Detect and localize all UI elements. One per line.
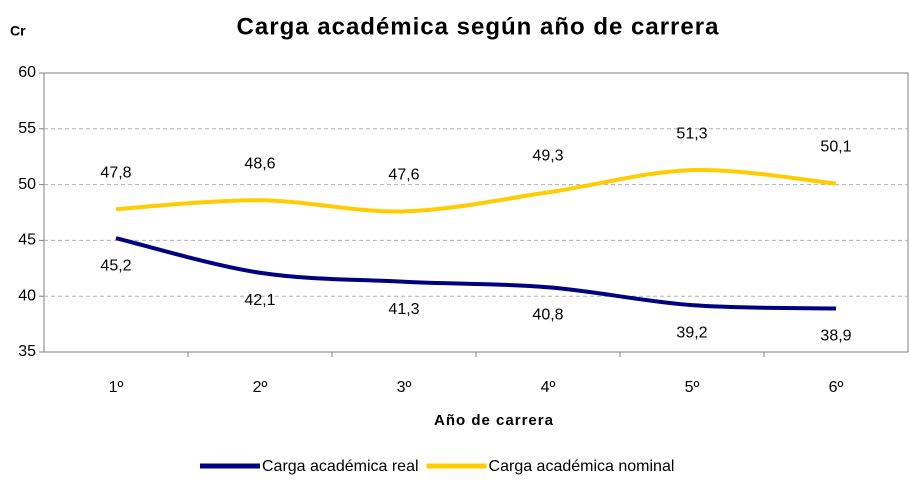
data-label: 50,1 [820,139,851,156]
plot-frame [43,72,909,353]
data-label: 47,6 [388,167,419,184]
data-label: 39,2 [676,324,707,341]
x-tick-label: 3º [397,379,412,396]
x-tick-label: 5º [685,379,700,396]
y-tick-label: 60 [18,64,36,81]
y-tick-label: 50 [18,176,36,193]
data-label: 49,3 [532,148,563,165]
data-label: 51,3 [676,125,707,142]
data-label: 41,3 [388,301,419,318]
y-tick-label: 55 [18,120,36,137]
data-label: 48,6 [244,155,275,172]
x-tick-label: 4º [541,379,556,396]
y-tick-label: 35 [18,343,36,360]
data-label: 47,8 [100,164,131,181]
x-axis-label: Año de carrera [434,412,554,429]
series-line [115,167,837,214]
chart-title: Carga académica según año de carrera [237,13,720,40]
x-tick-label: 1º [109,379,124,396]
data-label: 42,1 [244,292,275,309]
data-label: 40,8 [532,306,563,323]
data-label: 45,2 [100,257,131,274]
y-tick-label: 40 [18,287,36,304]
x-tick-label: 6º [829,379,844,396]
y-tick-label: 45 [18,232,36,249]
data-label: 38,9 [820,328,851,345]
x-tick-label: 2º [253,379,268,396]
y-axis-label: Cr [10,23,26,39]
legend-label: Carga académica nominal [489,458,675,475]
series-line [115,236,837,311]
legend-label: Carga académica real [262,458,419,475]
